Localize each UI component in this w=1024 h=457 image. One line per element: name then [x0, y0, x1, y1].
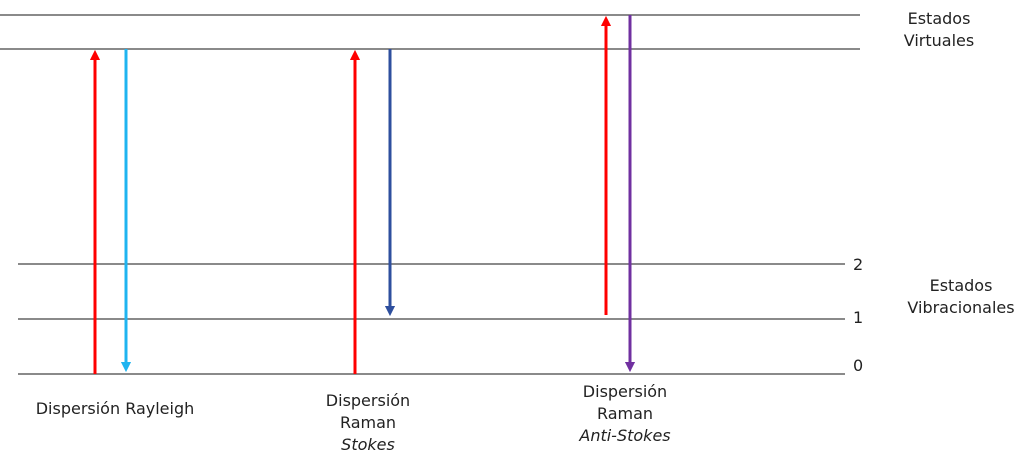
level-0-number: 0 — [853, 356, 864, 375]
antistokes-caption: Dispersión Raman Anti-Stokes — [555, 381, 695, 447]
antistokes-caption-line2: Raman — [596, 404, 654, 423]
stokes-caption-line1: Dispersión — [325, 391, 411, 410]
stokes-caption: Dispersión Raman Stokes — [298, 390, 438, 456]
vibrational-states-label-line1: Estados — [929, 276, 993, 295]
vibrational-states-label-line2: Vibracionales — [907, 298, 1015, 317]
vibrational-states-label: Estados Vibracionales — [900, 275, 1022, 319]
antistokes-caption-line1: Dispersión — [582, 382, 668, 401]
level-2-number: 2 — [853, 255, 864, 274]
stokes-caption-line2: Raman — [339, 413, 397, 432]
virtual-states-label: Estados Virtuales — [884, 8, 994, 52]
virtual-states-label-line2: Virtuales — [903, 31, 975, 50]
rayleigh-caption: Dispersión Rayleigh — [35, 399, 195, 418]
antistokes-caption-line3: Anti-Stokes — [579, 426, 671, 445]
virtual-states-label-line1: Estados — [907, 9, 971, 28]
level-1-number: 1 — [853, 308, 864, 327]
stokes-caption-line3: Stokes — [341, 435, 395, 454]
